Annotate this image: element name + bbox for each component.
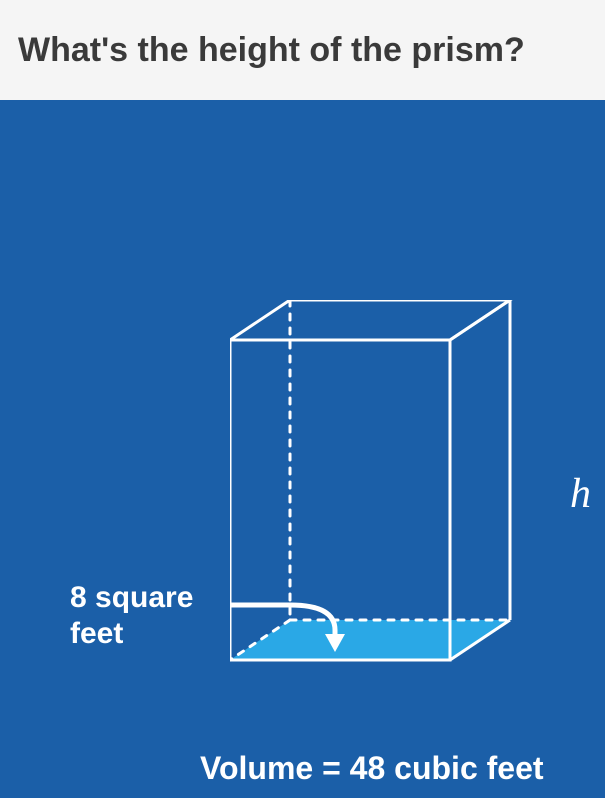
prism-front-face <box>230 340 450 660</box>
height-variable-label: h <box>570 470 591 518</box>
prism-right-top <box>450 300 510 340</box>
base-area-label: 8 square feet <box>70 580 193 652</box>
base-area-line1: 8 square <box>70 581 193 614</box>
question-text: What's the height of the prism? <box>18 31 525 70</box>
prism-top-face <box>230 300 510 340</box>
prism-base-fill <box>230 620 510 660</box>
prism-diagram <box>230 300 550 700</box>
question-header: What's the height of the prism? <box>0 0 605 100</box>
volume-label: Volume = 48 cubic feet <box>200 750 544 787</box>
diagram-container: 8 square feet h Volume = 48 cubic feet <box>0 100 605 798</box>
diagram-area: 8 square feet h Volume = 48 cubic feet <box>0 100 605 798</box>
base-area-line2: feet <box>70 617 123 650</box>
